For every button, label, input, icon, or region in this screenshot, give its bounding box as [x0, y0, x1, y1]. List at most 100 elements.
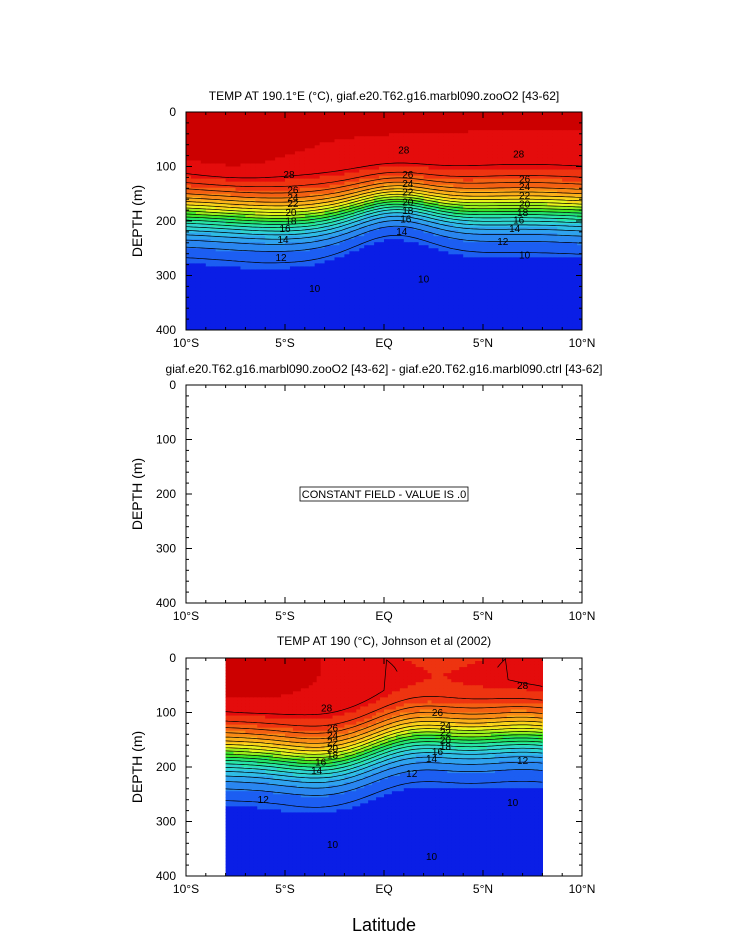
contour-cell	[245, 196, 251, 201]
contour-cell	[280, 157, 286, 162]
contour-cell	[522, 254, 529, 258]
contour-cell	[314, 136, 321, 140]
contour-cell	[225, 275, 232, 280]
contour-cell	[478, 166, 484, 171]
contour-cell	[319, 169, 326, 174]
contour-cell	[522, 112, 529, 116]
contour-cell	[324, 130, 331, 134]
contour-cell	[374, 296, 380, 301]
contour-cell	[512, 233, 519, 237]
contour-cell	[205, 299, 212, 304]
contour-cell	[255, 266, 261, 271]
contour-cell	[463, 148, 469, 152]
contour-cell	[210, 214, 217, 219]
contour-cell	[339, 227, 345, 231]
contour-cell	[468, 196, 474, 201]
contour-cell	[314, 115, 321, 119]
contour-cell	[230, 145, 237, 149]
contour-cell	[433, 224, 440, 228]
contour-cell	[245, 296, 251, 301]
contour-cell	[235, 278, 242, 283]
contour-cell	[408, 239, 415, 243]
contour-cell	[349, 317, 355, 322]
contour-cell	[205, 308, 212, 313]
contour-cell	[463, 311, 469, 316]
contour-cell	[270, 251, 276, 255]
contour-cell	[186, 184, 192, 189]
contour-cell	[195, 257, 202, 261]
contour-cell	[393, 184, 400, 189]
contour-cell	[413, 115, 420, 119]
contour-cell	[339, 230, 345, 234]
contour-cell	[270, 145, 276, 149]
contour-cell	[393, 124, 400, 128]
contour-cell	[413, 217, 420, 222]
contour-cell	[240, 175, 246, 180]
contour-cell	[205, 202, 212, 207]
contour-cell	[200, 211, 207, 216]
contour-cell	[309, 151, 316, 155]
contour-cell	[225, 196, 232, 201]
contour-cell	[473, 236, 479, 240]
contour-cell	[379, 160, 385, 165]
contour-cell	[433, 269, 440, 274]
contour-cell	[428, 139, 435, 143]
contour-cell	[255, 115, 261, 119]
contour-cell	[215, 296, 222, 301]
contour-cell	[423, 257, 430, 261]
contour-cell	[190, 236, 197, 240]
contour-cell	[354, 184, 360, 189]
contour-cell	[245, 227, 251, 231]
contour-cell	[285, 118, 291, 122]
contour-cell	[423, 136, 430, 140]
contour-cell	[240, 151, 246, 155]
contour-cell	[527, 136, 534, 140]
contour-cell	[289, 115, 296, 119]
contour-cell	[522, 305, 529, 310]
contour-cell	[448, 221, 454, 225]
contour-cell	[354, 211, 360, 216]
contour-cell	[473, 127, 479, 131]
contour-cell	[250, 320, 256, 325]
contour-cell	[200, 221, 207, 225]
contour-cell	[379, 236, 385, 240]
contour-cell	[463, 320, 469, 325]
contour-cell	[418, 305, 425, 310]
contour-cell	[190, 314, 197, 319]
contour-cell	[299, 205, 306, 210]
contour-cell	[423, 142, 430, 146]
contour-cell	[497, 230, 504, 234]
contour-cell	[403, 254, 410, 258]
contour-cell	[280, 181, 286, 186]
contour-cell	[280, 166, 286, 171]
contour-cell	[384, 227, 390, 231]
contour-cell	[507, 190, 514, 195]
contour-cell	[393, 290, 400, 295]
contour-cell	[453, 169, 459, 174]
contour-cell	[483, 314, 489, 319]
contour-cell	[329, 136, 336, 140]
contour-cell	[512, 275, 519, 280]
contour-cell	[270, 121, 276, 125]
contour-cell	[230, 112, 237, 116]
contour-cell	[468, 242, 474, 246]
contour-cell	[492, 254, 499, 258]
contour-cell	[398, 242, 405, 246]
contour-cell	[200, 275, 207, 280]
contour-cell	[334, 272, 341, 277]
contour-cell	[225, 254, 232, 258]
contour-cell	[384, 314, 390, 319]
contour-cell	[245, 205, 251, 210]
contour-cell	[468, 175, 474, 180]
contour-cell	[364, 311, 370, 316]
contour-cell	[255, 323, 261, 328]
contour-cell	[502, 163, 509, 168]
contour-cell	[319, 166, 326, 171]
contour-cell	[413, 160, 420, 165]
contour-cell	[200, 293, 207, 298]
contour-cell	[369, 239, 375, 243]
contour-cell	[517, 272, 524, 277]
contour-cell	[190, 121, 197, 125]
contour-cell	[384, 287, 390, 292]
contour-cell	[428, 211, 435, 216]
